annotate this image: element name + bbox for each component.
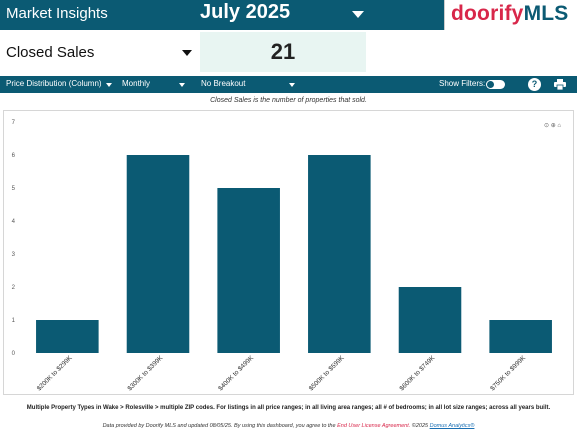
chart-bar[interactable] — [308, 155, 371, 353]
metric-value-box: 21 — [200, 32, 366, 72]
chart-bar[interactable] — [217, 188, 280, 353]
x-tick-label: $600K to $749K — [398, 354, 436, 392]
eula-link[interactable]: End User License Agreement. — [337, 423, 411, 429]
chevron-down-icon[interactable] — [182, 50, 192, 56]
chart-toolbar: Price Distribution (Column) Monthly No B… — [0, 76, 577, 93]
logo-text: doorifyMLS — [451, 2, 569, 25]
chart-bar[interactable] — [489, 320, 552, 353]
help-icon[interactable]: ? — [528, 78, 541, 91]
x-tick-label: $400K to $499K — [217, 354, 255, 392]
metric-value: 21 — [270, 39, 296, 64]
chevron-down-icon[interactable] — [106, 83, 112, 87]
y-tick-label: 1 — [12, 318, 16, 324]
y-tick-label: 7 — [12, 120, 16, 126]
chart-bar[interactable] — [126, 155, 190, 353]
chart-bar[interactable] — [36, 320, 99, 353]
chart-bar[interactable] — [398, 287, 462, 353]
print-icon[interactable] — [554, 79, 566, 90]
period-dropdown[interactable]: Monthly — [122, 79, 151, 88]
app-header: Market Insights July 2025 doorifyMLS — [0, 0, 577, 30]
footer: Data provided by Doorify MLS and updated… — [0, 423, 577, 429]
y-tick-label: 4 — [12, 219, 16, 225]
breakout-dropdown[interactable]: No Breakout — [201, 79, 246, 88]
y-tick-label: 5 — [12, 186, 16, 192]
metric-row: Closed Sales 21 — [0, 30, 577, 74]
chevron-down-icon[interactable] — [179, 83, 185, 87]
show-filters-label: Show Filters: — [439, 79, 486, 88]
toggle-knob — [487, 81, 494, 88]
chevron-down-icon[interactable] — [289, 83, 295, 87]
chevron-down-icon[interactable] — [352, 11, 364, 18]
x-tick-label: $200K to $299K — [36, 354, 74, 392]
filter-summary: Multiple Property Types in Wake > Rolesv… — [26, 405, 551, 411]
y-tick-label: 2 — [12, 285, 16, 291]
chart-tools-icons[interactable]: ⊙ ⊕ ⌂ — [544, 123, 562, 129]
footer-text: Data provided by Doorify MLS and updated… — [102, 423, 336, 429]
app-title: Market Insights — [6, 5, 108, 22]
chart-type-dropdown[interactable]: Price Distribution (Column) — [6, 79, 102, 88]
metric-description: Closed Sales is the number of properties… — [210, 97, 367, 104]
x-tick-label: $300K to $399K — [126, 354, 164, 392]
y-tick-label: 0 — [12, 351, 16, 357]
metric-dropdown[interactable]: Closed Sales — [6, 44, 95, 61]
y-tick-label: 3 — [12, 252, 16, 258]
y-tick-label: 6 — [12, 153, 16, 159]
logo: doorifyMLS — [444, 0, 577, 30]
x-tick-label: $500K to $599K — [308, 354, 346, 392]
copyright-text: ©2025 — [410, 423, 429, 429]
domus-link[interactable]: Domus Analytics® — [429, 423, 475, 429]
x-tick-label: $750K to $999K — [489, 354, 527, 392]
show-filters-toggle[interactable] — [486, 80, 505, 89]
month-selector[interactable]: July 2025 — [200, 1, 291, 23]
